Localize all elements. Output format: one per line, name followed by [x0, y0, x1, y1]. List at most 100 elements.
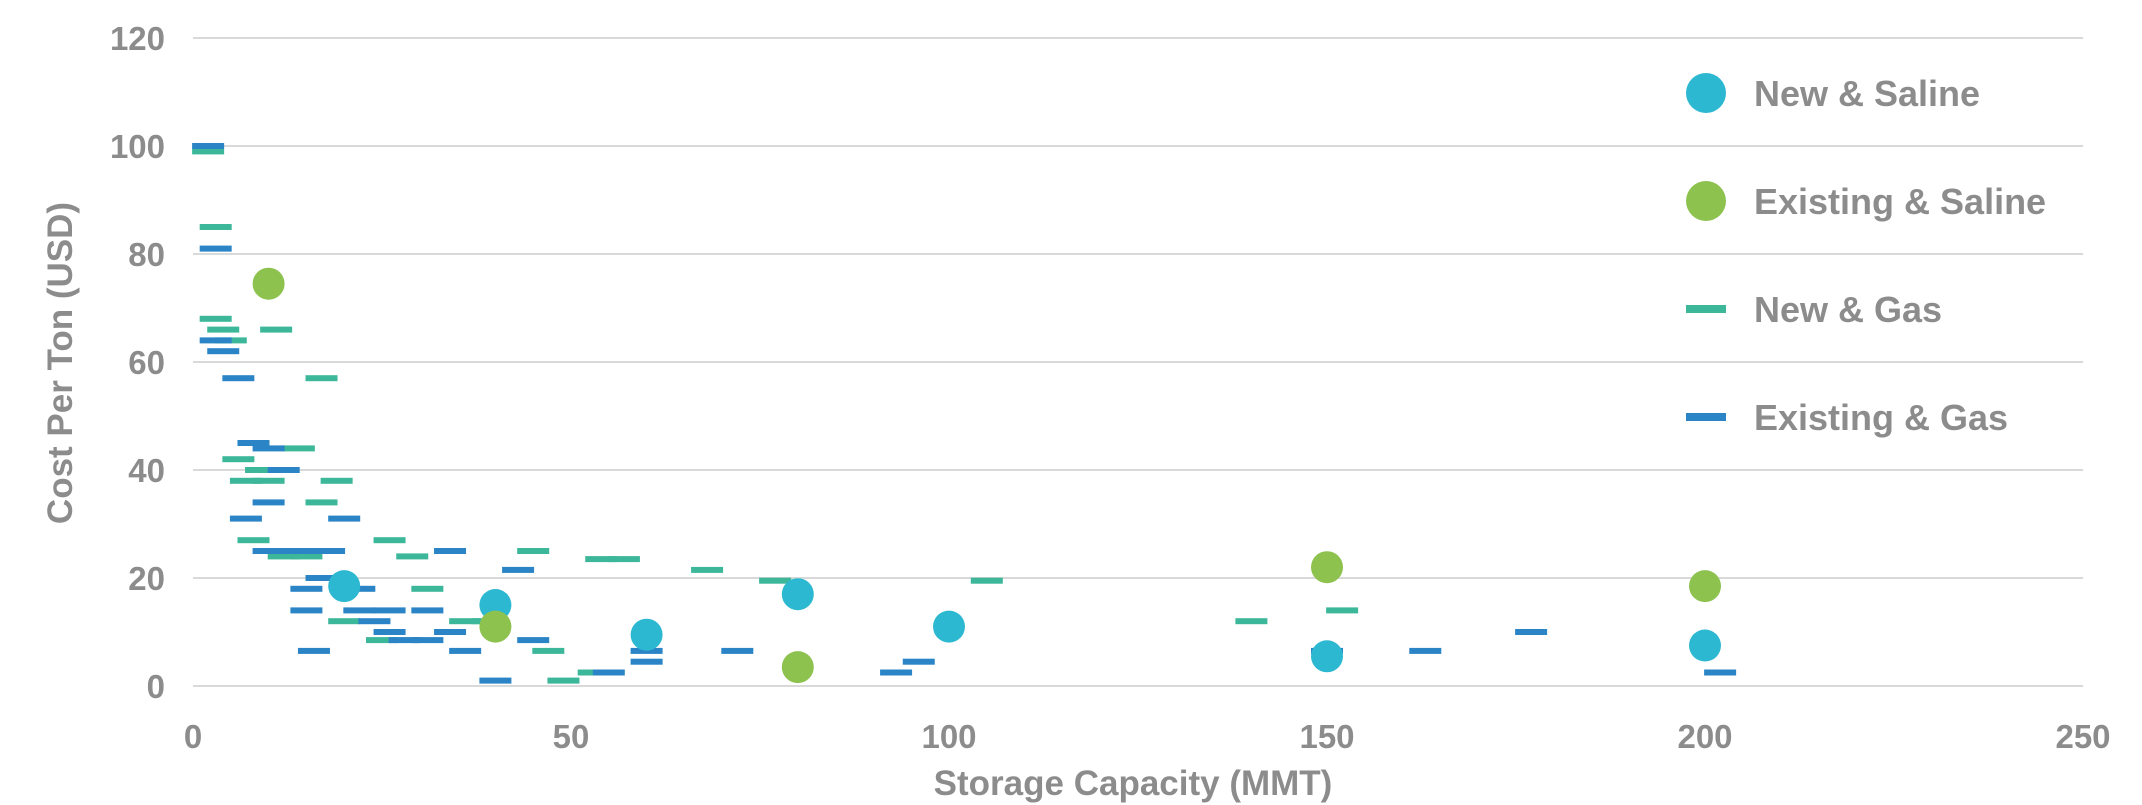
y-tick-label: 120 [110, 20, 165, 57]
point-existing-gas [199, 245, 232, 252]
point-new-gas [207, 326, 240, 333]
point-new-gas [691, 566, 724, 573]
point-existing-saline [479, 610, 512, 643]
point-new-gas [1326, 607, 1359, 614]
point-existing-gas [479, 677, 512, 684]
point-new-saline [1689, 629, 1721, 662]
point-new-gas [585, 556, 618, 563]
point-existing-saline [252, 267, 285, 300]
point-new-gas [290, 553, 323, 560]
legend-label-new-gas: New & Gas [1754, 289, 1942, 330]
point-existing-gas [297, 647, 330, 654]
point-existing-saline [781, 651, 814, 684]
point-new-gas [305, 375, 338, 382]
point-existing-gas [502, 566, 535, 573]
point-existing-gas [207, 348, 240, 355]
point-existing-gas [358, 618, 391, 625]
y-tick-label: 100 [110, 128, 165, 165]
point-new-saline [328, 570, 361, 603]
point-new-gas [607, 556, 640, 563]
y-axis-title: Cost Per Ton (USD) [41, 202, 80, 524]
x-axis-title: Storage Capacity (MMT) [934, 764, 1333, 803]
y-tick-label: 20 [128, 560, 165, 597]
point-new-gas [252, 477, 285, 484]
point-new-gas [970, 577, 1003, 584]
point-existing-saline [1311, 551, 1343, 584]
point-existing-gas [880, 669, 913, 676]
point-existing-gas [305, 575, 338, 581]
point-existing-gas [252, 445, 285, 452]
point-existing-gas [290, 585, 323, 592]
point-existing-gas [199, 337, 232, 344]
point-existing-gas [222, 375, 255, 382]
point-existing-gas [267, 467, 300, 473]
point-new-saline [781, 578, 814, 611]
x-tick-label: 100 [921, 718, 976, 755]
point-new-saline [630, 618, 663, 651]
legend-marker-existing-saline [1686, 181, 1726, 221]
data-points [192, 143, 1737, 684]
x-tick-label: 200 [1677, 718, 1732, 755]
legend-label-existing-gas: Existing & Gas [1754, 397, 2008, 438]
y-tick-label: 40 [128, 452, 165, 489]
point-new-gas [449, 618, 482, 625]
legend: New & Saline Existing & Saline New & Gas Ex… [1686, 73, 2046, 438]
point-existing-gas [1409, 647, 1442, 654]
x-tick-label: 150 [1299, 718, 1354, 755]
point-existing-gas [630, 647, 663, 654]
point-new-gas [199, 315, 232, 322]
point-new-gas [237, 537, 270, 544]
point-new-gas [547, 677, 580, 684]
point-existing-gas [411, 607, 444, 614]
point-new-gas [267, 553, 300, 560]
point-existing-gas [411, 637, 444, 644]
point-new-gas [229, 477, 262, 484]
point-existing-gas [902, 658, 935, 665]
point-new-gas [411, 585, 444, 592]
point-existing-gas [434, 548, 467, 554]
point-new-gas [1235, 618, 1268, 625]
point-new-gas [245, 467, 278, 473]
point-existing-gas [313, 548, 346, 554]
point-new-gas [328, 618, 361, 625]
y-tick-label: 0 [147, 668, 165, 705]
legend-marker-new-saline [1686, 73, 1726, 113]
point-existing-gas [229, 515, 262, 522]
x-tick-label: 250 [2055, 718, 2110, 755]
point-existing-gas [592, 669, 625, 676]
point-existing-gas [343, 607, 376, 614]
y-tick-label: 60 [128, 344, 165, 381]
point-new-gas [192, 148, 225, 155]
point-existing-gas [252, 499, 285, 506]
point-existing-gas [237, 440, 270, 446]
point-existing-gas [630, 658, 663, 665]
point-existing-gas [434, 629, 467, 635]
point-new-gas [759, 577, 792, 584]
gridlines [193, 37, 2083, 687]
point-existing-gas [373, 629, 406, 635]
point-new-gas [282, 445, 315, 452]
point-existing-saline [1689, 570, 1721, 603]
point-existing-gas [373, 607, 406, 614]
x-tick-label: 0 [184, 718, 202, 755]
point-existing-gas [1704, 669, 1737, 676]
x-tick-label: 50 [553, 718, 590, 755]
point-new-gas [517, 548, 550, 554]
point-existing-gas [517, 637, 550, 644]
point-existing-gas [328, 515, 361, 522]
point-new-gas [222, 456, 255, 463]
legend-marker-existing-gas [1686, 413, 1726, 421]
legend-label-new-saline: New & Saline [1754, 73, 1980, 114]
point-existing-gas [252, 548, 285, 554]
point-new-gas [373, 537, 406, 544]
legend-marker-new-gas [1686, 305, 1726, 313]
point-existing-gas [282, 548, 315, 554]
point-new-gas [366, 637, 398, 644]
point-new-gas [396, 553, 429, 560]
point-existing-gas [449, 647, 482, 654]
point-new-gas [320, 477, 353, 484]
point-existing-gas [290, 607, 323, 614]
point-new-saline [933, 610, 965, 643]
point-existing-gas [388, 637, 421, 644]
legend-label-existing-saline: Existing & Saline [1754, 181, 2046, 222]
